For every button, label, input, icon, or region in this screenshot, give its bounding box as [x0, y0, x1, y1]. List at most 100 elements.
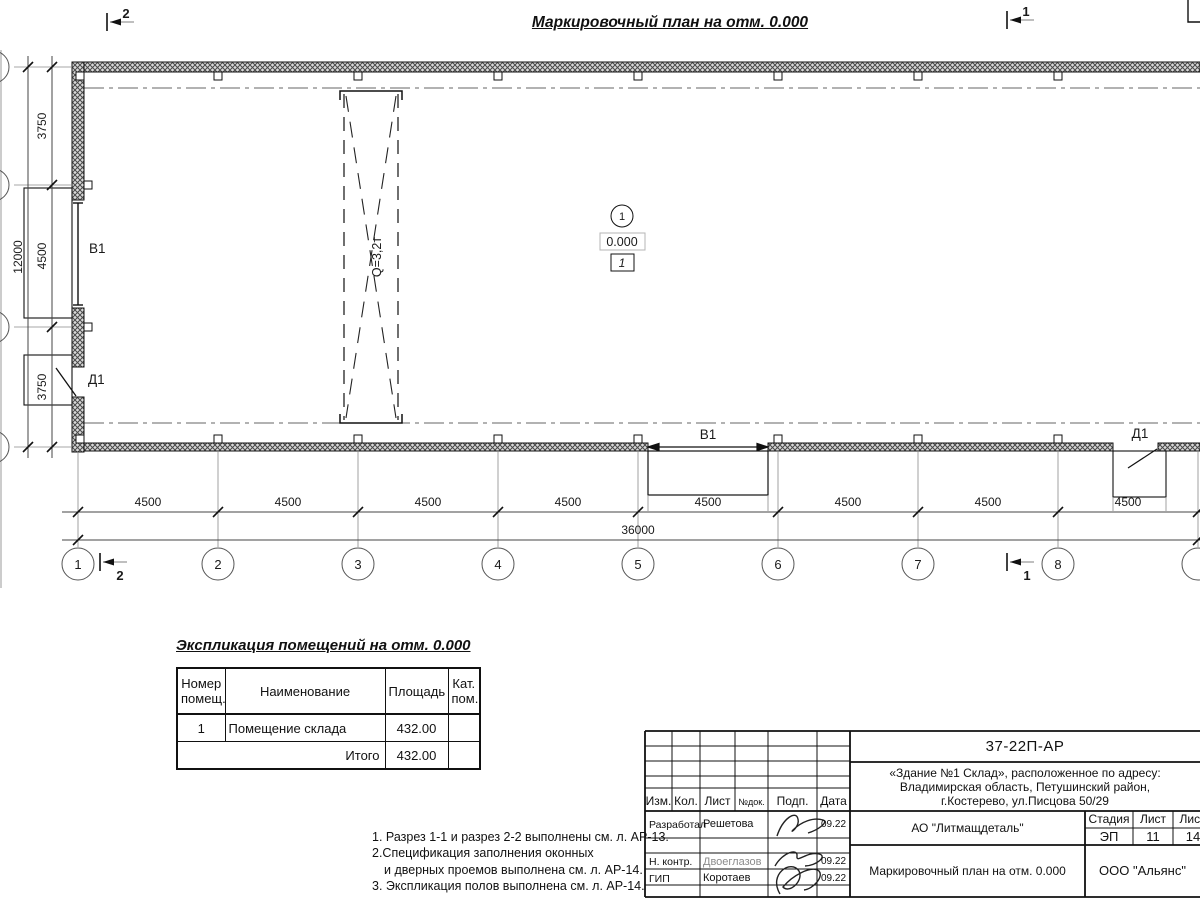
- axis-bubbles: 1 2 3 4 5 6 7 8: [0, 52, 1200, 581]
- stamp-col-izm: Изм.: [645, 794, 672, 808]
- walls: [71, 61, 1200, 453]
- crane-rail-axes: [84, 87, 1200, 424]
- stamp-sheet-label: Лист: [1139, 812, 1167, 826]
- dim-total-label: 36000: [621, 523, 655, 537]
- title-block-grid: [644, 730, 1200, 898]
- axis-number: 4: [494, 557, 501, 572]
- axis-number: 8: [1054, 557, 1061, 572]
- stamp-role: Н. контр.: [649, 856, 693, 868]
- section-mark-bottom-left: 2: [99, 553, 127, 583]
- stamp-address-line: «Здание №1 Склад», расположенное по адре…: [889, 766, 1161, 780]
- left-dimension-chain: 3750 4500 3750 12000: [11, 56, 58, 458]
- stamp-sheets-value: 14: [1185, 829, 1200, 844]
- stamp-col-ndok: №док.: [738, 797, 765, 807]
- crane-capacity-label: Q=3,2т: [370, 237, 384, 277]
- section-number: 1: [1022, 4, 1029, 19]
- bottom-door-label: Д1: [1132, 426, 1149, 441]
- stamp-col-kol: Кол.: [674, 794, 698, 808]
- signatures: [774, 814, 826, 895]
- stamp-drawing-name: Маркировочный план на отм. 0.000: [869, 864, 1066, 878]
- pilasters: [75, 71, 1063, 444]
- room-marker: 1 0.000 1: [599, 204, 646, 272]
- room-elevation: 0.000: [606, 235, 637, 249]
- stamp-address-line: г.Костерево, ул.Писцова 50/29: [941, 794, 1109, 808]
- bottom-window-label: В1: [700, 427, 717, 442]
- stamp-address-line: Владимирская область, Петушинский район,: [899, 780, 1151, 794]
- crane-symbol: [339, 90, 403, 424]
- table-row-total: Итого 432.00: [176, 741, 481, 770]
- dim-label: 4500: [35, 242, 49, 269]
- left-door-label: Д1: [88, 372, 105, 387]
- dim-label: 4500: [555, 495, 582, 509]
- stamp-name: Двоеглазов: [703, 856, 762, 868]
- section-mark-top-left: 2: [106, 6, 134, 31]
- dim-label: 4500: [1115, 495, 1142, 509]
- sheet-title: Маркировочный план на отм. 0.000: [531, 14, 809, 31]
- table-row: 1 Помещение склада 432.00: [176, 713, 481, 742]
- stamp-col-list: Лист: [704, 794, 731, 808]
- left-door-leaf: [55, 367, 77, 397]
- axis-number: 1: [74, 557, 81, 572]
- note-line: 2.Спецификация заполнения оконных: [372, 846, 594, 861]
- schedule-total-value: 432.00: [384, 741, 449, 770]
- dim-label: 4500: [835, 495, 862, 509]
- stamp-org: АО "Литмащдеталь": [911, 821, 1024, 835]
- schedule-room-area: 432.00: [384, 713, 449, 742]
- stamp-company: ООО "Альянс": [1099, 863, 1186, 878]
- bottom-dimension-chain: 4500 4500 4500 4500 4500 4500 4500 4500 …: [62, 495, 1200, 546]
- axis-number: 6: [774, 557, 781, 572]
- dim-label: 4500: [415, 495, 442, 509]
- bottom-door-platform: [1112, 450, 1167, 498]
- schedule-table: Номер помещ. Наименование Площадь Кат. п…: [176, 667, 481, 770]
- stamp-role: Разработал: [649, 819, 707, 831]
- axis-number: 2: [214, 557, 221, 572]
- schedule-header-name: Наименование: [224, 667, 386, 715]
- schedule-title: Экспликация помещений на отм. 0.000: [176, 637, 471, 654]
- section-number: 2: [116, 568, 123, 583]
- schedule-room-number: 1: [176, 713, 226, 742]
- notes: 1. Разрез 1-1 и разрез 2-2 выполнены см.…: [372, 829, 669, 894]
- dim-label: 4500: [695, 495, 722, 509]
- schedule-header-cat: Кат. пом.: [447, 667, 481, 715]
- stamp-stage-label: Стадия: [1088, 812, 1130, 826]
- stamp-date: 09.22: [820, 819, 847, 830]
- axis-number: 7: [914, 557, 921, 572]
- signature-dvoeglazov: [774, 851, 823, 867]
- bottom-window-platform: [647, 450, 769, 496]
- stamp-col-data: Дата: [820, 794, 847, 808]
- schedule-total-label: Итого: [176, 741, 386, 770]
- room-tag: 1: [619, 256, 626, 270]
- left-exterior-platforms: [23, 187, 73, 406]
- bottom-door-leaf: [1127, 448, 1158, 469]
- stamp-date: 09.22: [820, 856, 847, 867]
- section-number: 1: [1023, 568, 1030, 583]
- signature-reshetova: [776, 814, 826, 837]
- dim-label: 4500: [975, 495, 1002, 509]
- left-window-opening: [73, 202, 83, 306]
- room-schedule: Экспликация помещений на отм. 0.000 Номе…: [176, 637, 481, 770]
- left-window-label: В1: [89, 241, 106, 256]
- note-line: 3. Экспликация полов выполнена см. л. АР…: [372, 878, 645, 893]
- stamp-sheet-value: 11: [1146, 829, 1160, 844]
- dim-label: 4500: [275, 495, 302, 509]
- dim-total-label: 12000: [11, 240, 25, 274]
- axis-extension-lines: [14, 66, 1199, 547]
- dim-label: 3750: [35, 112, 49, 139]
- note-line: 1. Разрез 1-1 и разрез 2-2 выполнены см.…: [372, 830, 669, 844]
- stamp-stage-value: ЭП: [1099, 829, 1119, 844]
- cut-box-top-right: [1187, 0, 1200, 23]
- stamp-sheets-label: Листов: [1179, 812, 1200, 826]
- section-number: 2: [122, 6, 129, 21]
- dim-label: 4500: [135, 495, 162, 509]
- axis-number: 5: [634, 557, 641, 572]
- stamp-col-podp: Подп.: [776, 794, 809, 808]
- axis-number: 3: [354, 557, 361, 572]
- schedule-header-number: Номер помещ.: [176, 667, 226, 715]
- stamp-name: Решетова: [703, 818, 754, 830]
- schedule-header-area: Площадь: [384, 667, 449, 715]
- signature-korotaev: [775, 866, 821, 895]
- stamp-doc-number: 37-22П-АР: [985, 738, 1065, 755]
- stamp-role: ГИП: [649, 873, 670, 885]
